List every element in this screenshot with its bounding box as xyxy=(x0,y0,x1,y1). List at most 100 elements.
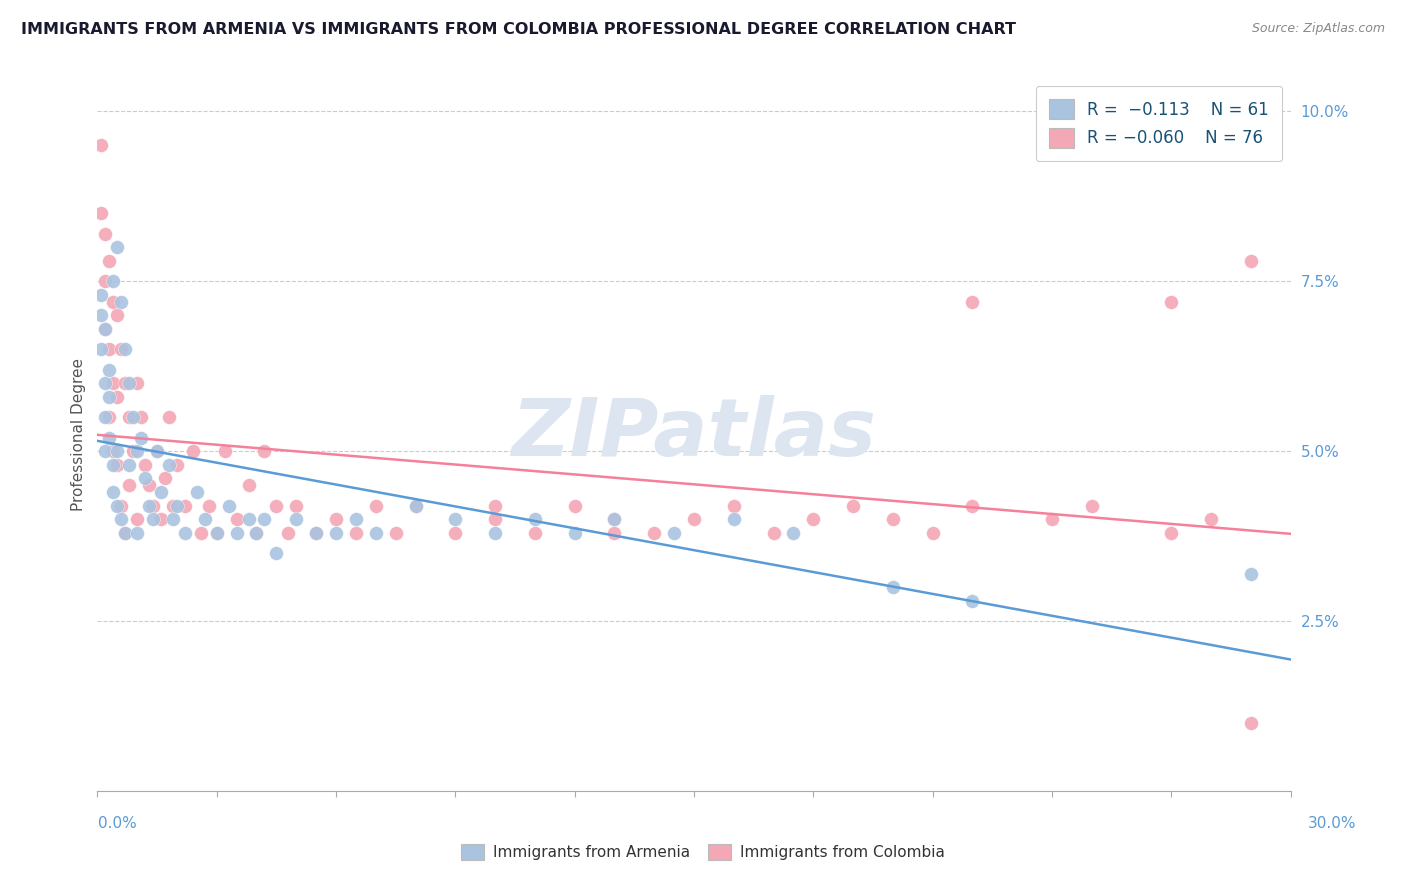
Point xyxy=(205,525,228,540)
Point xyxy=(523,525,546,540)
Point xyxy=(882,580,904,594)
Point xyxy=(94,376,117,391)
Legend: R =  −0.113    N = 61, R = −0.060    N = 76: R = −0.113 N = 61, R = −0.060 N = 76 xyxy=(1036,86,1282,161)
Point xyxy=(98,343,121,357)
Legend: Immigrants from Armenia, Immigrants from Colombia: Immigrants from Armenia, Immigrants from… xyxy=(454,838,952,866)
Point xyxy=(723,499,745,513)
Point xyxy=(118,410,141,425)
Point xyxy=(90,138,112,153)
Point xyxy=(266,499,288,513)
Point xyxy=(105,499,128,513)
Point xyxy=(105,444,128,458)
Point xyxy=(122,444,145,458)
Point xyxy=(238,478,260,492)
Point xyxy=(103,376,125,391)
Point xyxy=(197,499,219,513)
Point xyxy=(484,525,506,540)
Point xyxy=(444,525,467,540)
Point xyxy=(253,444,276,458)
Point xyxy=(364,525,387,540)
Point xyxy=(762,525,785,540)
Point xyxy=(325,525,347,540)
Point xyxy=(921,525,943,540)
Point xyxy=(146,444,169,458)
Point xyxy=(166,458,188,472)
Point xyxy=(94,444,117,458)
Point xyxy=(90,343,112,357)
Point xyxy=(266,546,288,560)
Point xyxy=(166,499,188,513)
Point xyxy=(205,525,228,540)
Point xyxy=(603,512,626,526)
Point xyxy=(683,512,706,526)
Point xyxy=(105,390,128,404)
Point xyxy=(1240,254,1263,268)
Point xyxy=(146,444,169,458)
Point xyxy=(225,512,247,526)
Text: ZIPatlas: ZIPatlas xyxy=(512,395,876,474)
Point xyxy=(214,444,236,458)
Point xyxy=(157,410,180,425)
Point xyxy=(129,410,152,425)
Point xyxy=(564,499,586,513)
Point xyxy=(138,499,160,513)
Point xyxy=(114,376,136,391)
Point xyxy=(444,512,467,526)
Point xyxy=(134,458,156,472)
Point xyxy=(114,343,136,357)
Point xyxy=(1081,499,1104,513)
Point xyxy=(364,499,387,513)
Point xyxy=(782,525,804,540)
Point xyxy=(103,274,125,288)
Point xyxy=(103,458,125,472)
Point xyxy=(603,525,626,540)
Point xyxy=(194,512,217,526)
Text: IMMIGRANTS FROM ARMENIA VS IMMIGRANTS FROM COLOMBIA PROFESSIONAL DEGREE CORRELAT: IMMIGRANTS FROM ARMENIA VS IMMIGRANTS FR… xyxy=(21,22,1017,37)
Point xyxy=(122,410,145,425)
Point xyxy=(344,525,367,540)
Point xyxy=(105,458,128,472)
Point xyxy=(157,458,180,472)
Point xyxy=(173,525,195,540)
Point xyxy=(105,309,128,323)
Point xyxy=(285,499,308,513)
Point xyxy=(94,322,117,336)
Point xyxy=(842,499,865,513)
Point xyxy=(484,512,506,526)
Point xyxy=(162,499,184,513)
Point xyxy=(114,525,136,540)
Point xyxy=(103,485,125,500)
Point xyxy=(162,512,184,526)
Point xyxy=(405,499,427,513)
Point xyxy=(110,512,132,526)
Point xyxy=(138,478,160,492)
Point xyxy=(103,294,125,309)
Point xyxy=(118,458,141,472)
Point xyxy=(253,512,276,526)
Point xyxy=(285,512,308,526)
Point xyxy=(245,525,267,540)
Point xyxy=(98,410,121,425)
Point xyxy=(127,444,149,458)
Point xyxy=(98,390,121,404)
Point xyxy=(344,512,367,526)
Point xyxy=(98,431,121,445)
Point xyxy=(603,512,626,526)
Point xyxy=(564,525,586,540)
Point xyxy=(94,227,117,241)
Point xyxy=(114,525,136,540)
Point xyxy=(98,362,121,376)
Point xyxy=(384,525,406,540)
Point xyxy=(1240,566,1263,581)
Point xyxy=(94,274,117,288)
Text: Source: ZipAtlas.com: Source: ZipAtlas.com xyxy=(1251,22,1385,36)
Point xyxy=(150,485,173,500)
Point xyxy=(662,525,685,540)
Point xyxy=(142,512,165,526)
Point xyxy=(277,525,299,540)
Text: 30.0%: 30.0% xyxy=(1309,816,1357,831)
Point xyxy=(803,512,825,526)
Point xyxy=(962,294,984,309)
Point xyxy=(190,525,212,540)
Point xyxy=(127,376,149,391)
